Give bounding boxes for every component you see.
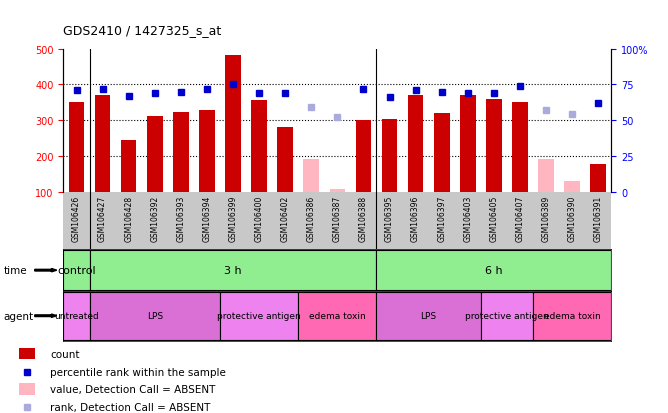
Bar (121, 141, 136, 192)
Bar (481, 292, 533, 340)
Bar (538, 159, 554, 192)
Text: GSM106405: GSM106405 (490, 195, 498, 241)
Text: GSM106400: GSM106400 (255, 195, 264, 241)
Bar (69, 103, 84, 192)
Text: GSM106426: GSM106426 (72, 195, 81, 241)
Bar (355, 121, 371, 192)
Text: GSM106391: GSM106391 (594, 195, 603, 241)
Text: control: control (57, 266, 96, 275)
Text: GDS2410 / 1427325_s_at: GDS2410 / 1427325_s_at (63, 24, 222, 37)
Bar (407, 96, 424, 192)
Bar (173, 113, 188, 192)
Text: GSM106397: GSM106397 (437, 195, 446, 241)
Bar (19, 383, 35, 395)
Text: GSM106388: GSM106388 (359, 195, 368, 241)
Text: percentile rank within the sample: percentile rank within the sample (50, 367, 226, 377)
Bar (90, 251, 377, 290)
Bar (298, 292, 377, 340)
Bar (225, 56, 241, 192)
Bar (95, 96, 110, 192)
Bar (591, 164, 606, 192)
Bar (381, 120, 397, 192)
Bar (533, 292, 611, 340)
Text: rank, Detection Call = ABSENT: rank, Detection Call = ABSENT (50, 402, 210, 412)
Text: protective antigen: protective antigen (465, 311, 548, 320)
Text: GSM106399: GSM106399 (228, 195, 238, 241)
Text: LPS: LPS (147, 311, 163, 320)
Text: GSM106407: GSM106407 (516, 195, 524, 241)
Bar (147, 116, 162, 192)
Text: edema toxin: edema toxin (544, 311, 601, 320)
Text: GSM106389: GSM106389 (542, 195, 550, 241)
Text: agent: agent (3, 311, 33, 321)
Bar (460, 96, 476, 192)
Bar (434, 114, 450, 192)
Text: LPS: LPS (421, 311, 437, 320)
Text: GSM106386: GSM106386 (307, 195, 316, 241)
Text: value, Detection Call = ABSENT: value, Detection Call = ABSENT (50, 384, 216, 394)
Text: edema toxin: edema toxin (309, 311, 365, 320)
Bar (277, 128, 293, 192)
Bar (63, 292, 90, 340)
Text: GSM106428: GSM106428 (124, 195, 133, 241)
Bar (199, 111, 214, 192)
Bar (329, 190, 345, 192)
Text: 3 h: 3 h (224, 266, 242, 275)
Text: GSM106393: GSM106393 (176, 195, 185, 241)
Text: count: count (50, 349, 79, 359)
Bar (220, 292, 298, 340)
Text: GSM106402: GSM106402 (281, 195, 290, 241)
Text: GSM106394: GSM106394 (202, 195, 211, 241)
Bar (19, 348, 35, 359)
Text: GSM106392: GSM106392 (150, 195, 159, 241)
Text: GSM106396: GSM106396 (411, 195, 420, 241)
Bar (486, 100, 502, 192)
Text: time: time (3, 266, 27, 275)
Text: GSM106427: GSM106427 (98, 195, 107, 241)
Bar (90, 292, 220, 340)
Text: 6 h: 6 h (485, 266, 502, 275)
Text: protective antigen: protective antigen (217, 311, 301, 320)
Bar (377, 292, 481, 340)
Bar (303, 160, 319, 192)
Text: GSM106390: GSM106390 (568, 195, 576, 241)
Bar (564, 181, 580, 192)
Text: GSM106403: GSM106403 (464, 195, 472, 241)
Bar (63, 251, 90, 290)
Bar (251, 101, 267, 192)
Text: GSM106387: GSM106387 (333, 195, 342, 241)
Text: untreated: untreated (54, 311, 99, 320)
Bar (377, 251, 611, 290)
Text: GSM106395: GSM106395 (385, 195, 394, 241)
Bar (512, 103, 528, 192)
